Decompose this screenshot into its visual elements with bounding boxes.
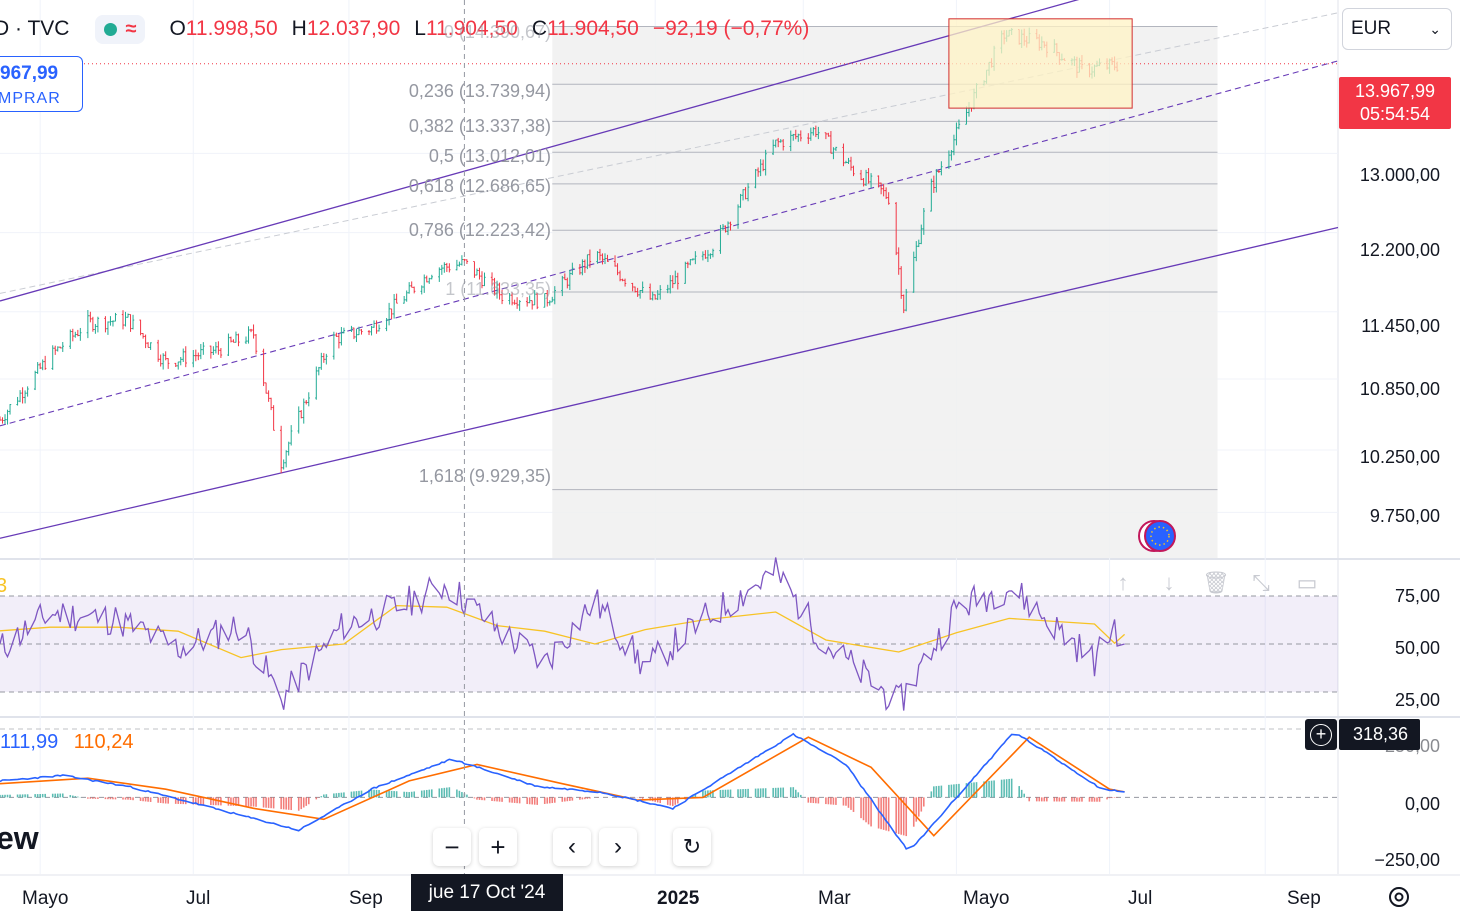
watermark-logo: ew [0, 820, 39, 856]
buy-price: 967,99 [0, 63, 59, 84]
ohlc-low-value: 11.904,50 [425, 17, 518, 40]
time-tick: Sep [349, 888, 383, 909]
fib-label-0: 0 (14.390,67) [443, 22, 551, 42]
fib-label-0786: 0,786 (12.223,42) [408, 220, 551, 240]
minus-icon: − [444, 831, 460, 862]
zoom-in-button[interactable]: + [479, 828, 517, 866]
reset-icon: ↻ [682, 834, 702, 859]
maximize-icon[interactable]: ▭ [1296, 570, 1318, 595]
fib-label-1618: 1,618 (9.929,35) [418, 466, 551, 486]
arrow-right-icon: › [614, 833, 622, 860]
move-down-icon[interactable]: ↓ [1163, 570, 1175, 595]
symbol-label[interactable]: D · TVC [0, 17, 70, 40]
plus-icon: + [490, 831, 506, 862]
pane-controls: ↑ ↓ 🗑 ⤡ ▭ [1110, 570, 1320, 596]
move-up-icon[interactable]: ↑ [1117, 570, 1129, 595]
arrow-left-icon: ‹ [568, 833, 576, 860]
scroll-right-button[interactable]: › [599, 828, 637, 866]
price-tick: 9.750,00 [1369, 506, 1440, 526]
chevron-down-icon: ⌄ [1429, 20, 1441, 37]
fibonacci-retracement[interactable] [0, 12, 1339, 558]
rsi-tick: 50,00 [1394, 638, 1440, 658]
ohlc-high-key: H [291, 17, 307, 40]
zoom-toolbar: − + [433, 828, 517, 866]
fib-trend-line [0, 12, 1339, 294]
ohlc-close-value: 11.904,50 [547, 17, 639, 40]
wave-icon: ≈ [125, 17, 137, 40]
ohlc-low-key: L [414, 17, 426, 40]
rsi-ma-line [0, 604, 1126, 659]
channel-mid-line [0, 60, 1339, 427]
market-status-pill[interactable]: ≈ [95, 14, 146, 44]
time-tick-year: 2025 [657, 888, 700, 909]
reset-toolbar: ↻ [673, 828, 711, 866]
buy-label: MPRAR [0, 90, 61, 107]
currency-select[interactable]: EUR ⌄ [1342, 8, 1452, 50]
scroll-left-button[interactable]: ‹ [553, 828, 591, 866]
ohlc-change: −92,19 (−0,77%) [652, 17, 810, 40]
crosshair-date-label: jue 17 Oct '24 [411, 874, 563, 911]
time-tick: Mar [818, 888, 851, 909]
fib-label-0382: 0,382 (13.337,38) [408, 116, 551, 136]
channel-upper-line [0, 0, 1080, 302]
price-candles[interactable] [0, 27, 1338, 474]
time-tick: Mayo [22, 888, 69, 909]
macd-level-label: 318,36 [1339, 719, 1420, 750]
rsi-pane[interactable] [0, 557, 1338, 712]
reset-chart-button[interactable]: ↻ [673, 828, 711, 866]
delete-icon[interactable]: 🗑 [1202, 570, 1230, 595]
buy-button[interactable]: 967,99 MPRAR [0, 56, 83, 112]
time-tick: Jul [186, 888, 211, 909]
macd-value: 111,99 [0, 731, 59, 753]
time-tick: Sep [1287, 888, 1321, 909]
currency-value: EUR [1351, 18, 1392, 39]
eu-flag-icon [1138, 520, 1176, 552]
chart-background [0, 0, 1460, 876]
fib-label-05: 0,5 (13.012,01) [428, 146, 551, 166]
time-tick: Jul [1128, 888, 1153, 909]
macd-tick: 0,00 [1404, 794, 1440, 814]
fib-label-0236: 0,236 (13.739,94) [408, 81, 551, 101]
macd-pane[interactable] [0, 728, 1338, 850]
ohlc-legend: D · TVC ≈ O 11.998,50 H 12.037,90 L 11.904,… [0, 12, 823, 46]
rsi-tick: 75,00 [1394, 586, 1440, 606]
fib-label-0618: 0,618 (12.686,65) [408, 176, 551, 196]
bar-countdown: 05:54:54 [1359, 104, 1431, 124]
ohlc-close-key: C [531, 17, 547, 40]
ohlc-high-value: 12.037,90 [306, 17, 401, 40]
last-price-value: 13.967,99 [1354, 81, 1436, 101]
signal-value: 110,24 [73, 731, 134, 753]
last-price-label: 13.967,99 05:54:54 [1339, 77, 1451, 129]
fib-label-1: 1 (11.633,35) [445, 279, 551, 299]
parallel-channel[interactable] [0, 0, 1339, 539]
highlight-rectangle[interactable] [948, 18, 1133, 109]
price-tick: 13.000,00 [1359, 165, 1440, 185]
scroll-toolbar: ‹ › [553, 828, 637, 866]
highlight-zone [948, 18, 1133, 109]
settings-gear-icon[interactable] [1386, 884, 1412, 910]
price-tick: 11.450,00 [1361, 316, 1440, 336]
price-tick: 10.850,00 [1359, 379, 1440, 399]
collapse-icon[interactable]: ⤡ [1252, 570, 1270, 595]
macd-legend: 111,99 110,24 [0, 731, 133, 754]
channel-lower-line [0, 226, 1339, 539]
price-tick: 10.250,00 [1359, 447, 1440, 467]
rsi-line [0, 557, 1125, 712]
rsi-legend-value: 3 [0, 575, 8, 597]
ohlc-open-key: O [169, 17, 186, 40]
time-tick: Mayo [963, 888, 1010, 909]
macd-line [0, 732, 1125, 850]
ohlc-open-value: 11.998,50 [185, 17, 278, 40]
macd-tick: −250,00 [1374, 850, 1440, 870]
add-alert-button[interactable]: + [1305, 719, 1337, 750]
zoom-out-button[interactable]: − [433, 828, 471, 866]
plus-circle-icon: + [1310, 723, 1332, 746]
price-tick: 12.200,00 [1359, 240, 1440, 260]
rsi-tick: 25,00 [1394, 690, 1440, 710]
market-open-dot-icon [104, 22, 118, 36]
